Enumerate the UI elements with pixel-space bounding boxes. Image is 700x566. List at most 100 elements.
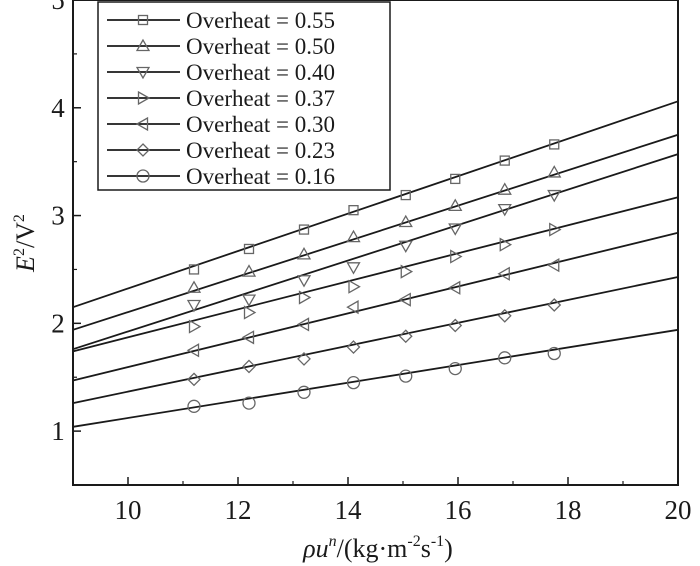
x-axis-title-mid2: s [421, 534, 431, 563]
y-axis-title-sup2: 2 [11, 214, 28, 222]
legend-marker-square [137, 14, 149, 26]
point-overheat-0-50-5 [448, 198, 463, 212]
point-overheat-0-40-1 [241, 294, 257, 307]
point-overheat-0-30-7 [546, 258, 560, 273]
point-overheat-0-30-4 [398, 292, 411, 307]
point-overheat-0-23-3 [346, 340, 361, 354]
legend-label: Overheat = 0.50 [186, 34, 335, 59]
point-overheat-0-30-2 [296, 317, 310, 332]
point-overheat-0-23-2 [297, 351, 311, 366]
point-overheat-0-40-2 [296, 275, 312, 288]
x-axis-title-end: ) [444, 534, 453, 563]
point-overheat-0-55-4 [400, 189, 411, 201]
x-axis-title-sup1: n [329, 533, 337, 550]
legend-label: Overheat = 0.23 [186, 138, 335, 163]
y-tick-label-3: 3 [51, 201, 65, 231]
point-overheat-0-30-5 [447, 280, 461, 295]
legend-marker-diamond [136, 143, 150, 157]
fit-line-overheat-0-50 [72, 133, 679, 331]
point-overheat-0-37-6 [499, 237, 513, 252]
legend-item-overheat-0-16: Overheat = 0.16 [107, 164, 335, 189]
point-overheat-0-40-5 [448, 223, 463, 236]
y-tick-label-2: 2 [51, 308, 65, 338]
legend-item-overheat-0-23: Overheat = 0.23 [107, 138, 335, 163]
point-overheat-0-55-2 [298, 224, 310, 235]
x-tick-label-18: 18 [555, 495, 582, 525]
x-tick-label-14: 14 [335, 495, 363, 525]
x-tick-label-20: 20 [665, 495, 692, 525]
point-overheat-0-40-4 [398, 240, 413, 254]
fit-line-overheat-0-23 [72, 276, 679, 404]
point-overheat-0-50-2 [296, 247, 312, 260]
point-overheat-0-16-0 [187, 399, 201, 413]
y-tick-label-5: 5 [51, 0, 65, 15]
point-overheat-0-16-5 [448, 361, 462, 376]
point-overheat-0-23-5 [448, 318, 463, 333]
plot-frame [72, 0, 679, 486]
point-overheat-0-37-2 [298, 290, 312, 305]
point-overheat-0-55-7 [549, 139, 560, 150]
point-overheat-0-30-0 [186, 343, 200, 358]
point-overheat-0-23-6 [497, 308, 512, 323]
legend-item-overheat-0-37: Overheat = 0.37 [107, 86, 335, 111]
legend-marker-triangle-right [137, 90, 151, 106]
point-overheat-0-50-0 [186, 280, 202, 293]
point-overheat-0-23-1 [242, 359, 256, 374]
legend-marker-triangle-up [135, 38, 151, 52]
point-overheat-0-37-7 [549, 222, 562, 237]
x-axis-title-base: ρu [302, 534, 328, 563]
legend-label: Overheat = 0.30 [186, 112, 335, 137]
legend-label: Overheat = 0.40 [186, 60, 335, 85]
x-axis-title-mid: /(kg·m [337, 534, 408, 563]
point-overheat-0-30-3 [346, 300, 359, 315]
point-overheat-0-23-7 [547, 298, 562, 312]
fit-lines [72, 100, 679, 428]
x-tick-label-12: 12 [225, 495, 252, 525]
y-axis-title-sup1: 2 [11, 248, 28, 256]
legend-label: Overheat = 0.37 [186, 86, 335, 111]
y-tick-label-1: 1 [51, 416, 65, 446]
point-overheat-0-55-6 [499, 155, 510, 166]
x-axis-title: ρun/(kg·m-2s-1) [302, 533, 453, 563]
x-axis-title-sup2: -2 [407, 533, 420, 550]
legend-marker-triangle-left [135, 116, 149, 132]
legend-marker-circle [136, 169, 150, 183]
data-markers [186, 139, 562, 413]
legend-marker-triangle-down [135, 66, 151, 80]
legend-item-overheat-0-40: Overheat = 0.40 [107, 60, 335, 85]
point-overheat-0-30-1 [241, 330, 255, 345]
legend-item-overheat-0-55: Overheat = 0.55 [107, 8, 335, 33]
point-overheat-0-37-1 [243, 305, 257, 320]
point-overheat-0-50-7 [547, 165, 562, 178]
point-overheat-0-40-6 [497, 203, 512, 217]
point-overheat-0-37-0 [188, 319, 202, 334]
point-overheat-0-16-1 [242, 396, 256, 410]
x-axis-title-sup3: -1 [431, 533, 444, 550]
point-overheat-0-16-4 [399, 369, 413, 383]
y-tick-label-4: 4 [51, 93, 65, 123]
fit-line-overheat-0-37 [72, 196, 679, 353]
legend-item-overheat-0-50: Overheat = 0.50 [107, 34, 335, 59]
point-overheat-0-37-5 [450, 249, 463, 264]
y-axis-title-base: E [11, 256, 40, 273]
axis-ticks [72, 0, 679, 486]
point-overheat-0-16-6 [498, 351, 512, 365]
point-overheat-0-40-7 [547, 189, 562, 203]
x-tick-label-16: 16 [445, 495, 472, 525]
point-overheat-0-50-6 [497, 182, 512, 195]
point-overheat-0-37-3 [348, 279, 361, 294]
point-overheat-0-16-7 [547, 346, 561, 361]
legend-label: Overheat = 0.16 [186, 164, 335, 189]
legend-item-overheat-0-30: Overheat = 0.30 [107, 112, 335, 137]
point-overheat-0-55-3 [348, 205, 359, 216]
point-overheat-0-23-0 [187, 372, 201, 387]
point-overheat-0-50-1 [241, 264, 257, 277]
y-axis-title: E2/V2 [11, 214, 40, 273]
point-overheat-0-30-6 [497, 266, 510, 281]
y-axis-title-mid: /V [11, 222, 40, 248]
point-overheat-0-23-4 [398, 329, 413, 344]
point-overheat-0-55-5 [450, 173, 461, 185]
